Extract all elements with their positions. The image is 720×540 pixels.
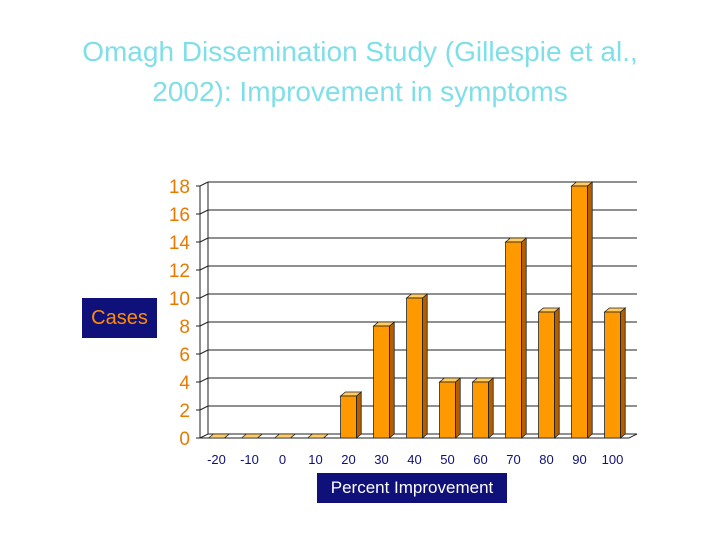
bar-side: [455, 377, 461, 439]
y-tick-label: 10: [169, 289, 190, 310]
x-tick-label: 40: [407, 452, 421, 467]
bar-side: [488, 377, 494, 439]
bar-side: [620, 307, 626, 439]
gridline-depth: [199, 265, 209, 271]
bar-10: [306, 433, 330, 439]
y-tick-label: 0: [179, 429, 190, 450]
slide-title: Omagh Dissemination Study (Gillespie et …: [20, 32, 700, 112]
bar-front: [604, 311, 621, 439]
x-tick-label: -10: [240, 452, 259, 467]
y-tick-label: 4: [179, 373, 190, 394]
x-tick-label: 20: [341, 452, 355, 467]
bar-front: [472, 381, 489, 439]
gridline-depth: [199, 237, 209, 243]
bar-front: [340, 395, 357, 439]
bars-layer: [207, 181, 627, 439]
bar-80: [537, 307, 561, 439]
x-tick-label: -20: [207, 452, 226, 467]
x-axis-label: Percent Improvement: [317, 473, 507, 503]
bar--20: [207, 433, 231, 439]
bar-side: [356, 391, 362, 439]
y-tick-label: 8: [179, 317, 190, 338]
gridline-depth: [199, 405, 209, 411]
x-tick-label: 100: [602, 452, 624, 467]
y-axis-label: Cases: [82, 298, 157, 338]
x-tick-label: 90: [572, 452, 586, 467]
y-tick-label: 2: [179, 401, 190, 422]
y-tick-label: 16: [169, 205, 190, 226]
bar-100: [603, 307, 627, 439]
y-tick-label: 18: [169, 177, 190, 198]
x-tick-labels: -20 -10 0 10 20 30 40 50 60 70 80 90 100: [207, 452, 623, 467]
bar-front: [406, 297, 423, 439]
y-tick-labels: 0 2 4 6 8 10 12 14 16 18: [169, 177, 191, 450]
y-tick-label: 6: [179, 345, 190, 366]
x-tick-label: 10: [308, 452, 322, 467]
title-line-2: 2002): Improvement in symptoms: [152, 76, 568, 107]
bar-side: [389, 321, 395, 439]
bar-70: [504, 237, 528, 439]
x-tick-label: 80: [539, 452, 553, 467]
x-tick-label: 50: [440, 452, 454, 467]
bar-side: [587, 181, 593, 439]
bar-top: [273, 433, 297, 439]
bar-front: [505, 241, 522, 439]
x-tick-label: 30: [374, 452, 388, 467]
y-tick-label: 12: [169, 261, 190, 282]
y-tick-label: 14: [169, 233, 191, 254]
bar-front: [439, 381, 456, 439]
bar-0: [273, 433, 297, 439]
bar-side: [521, 237, 527, 439]
bar-top: [306, 433, 330, 439]
bar-top: [240, 433, 264, 439]
bar-50: [438, 377, 462, 439]
bar-40: [405, 293, 429, 439]
gridline-depth: [199, 377, 209, 383]
bar-20: [339, 391, 363, 439]
bar-side: [554, 307, 560, 439]
gridline-depth: [199, 349, 209, 355]
gridline-depth: [199, 293, 209, 299]
x-tick-label: 0: [279, 452, 286, 467]
x-tick-label: 70: [506, 452, 520, 467]
gridline-depth: [199, 209, 209, 215]
gridline-depth: [199, 321, 209, 327]
bar-top: [207, 433, 231, 439]
bar-side: [422, 293, 428, 439]
bar-front: [373, 325, 390, 439]
bar-front: [538, 311, 555, 439]
x-tick-label: 60: [473, 452, 487, 467]
gridline-depth: [199, 181, 209, 187]
bar-front: [571, 185, 588, 439]
bar-90: [570, 181, 594, 439]
title-line-1: Omagh Dissemination Study (Gillespie et …: [82, 36, 638, 67]
bar--10: [240, 433, 264, 439]
bar-30: [372, 321, 396, 439]
bar-60: [471, 377, 495, 439]
